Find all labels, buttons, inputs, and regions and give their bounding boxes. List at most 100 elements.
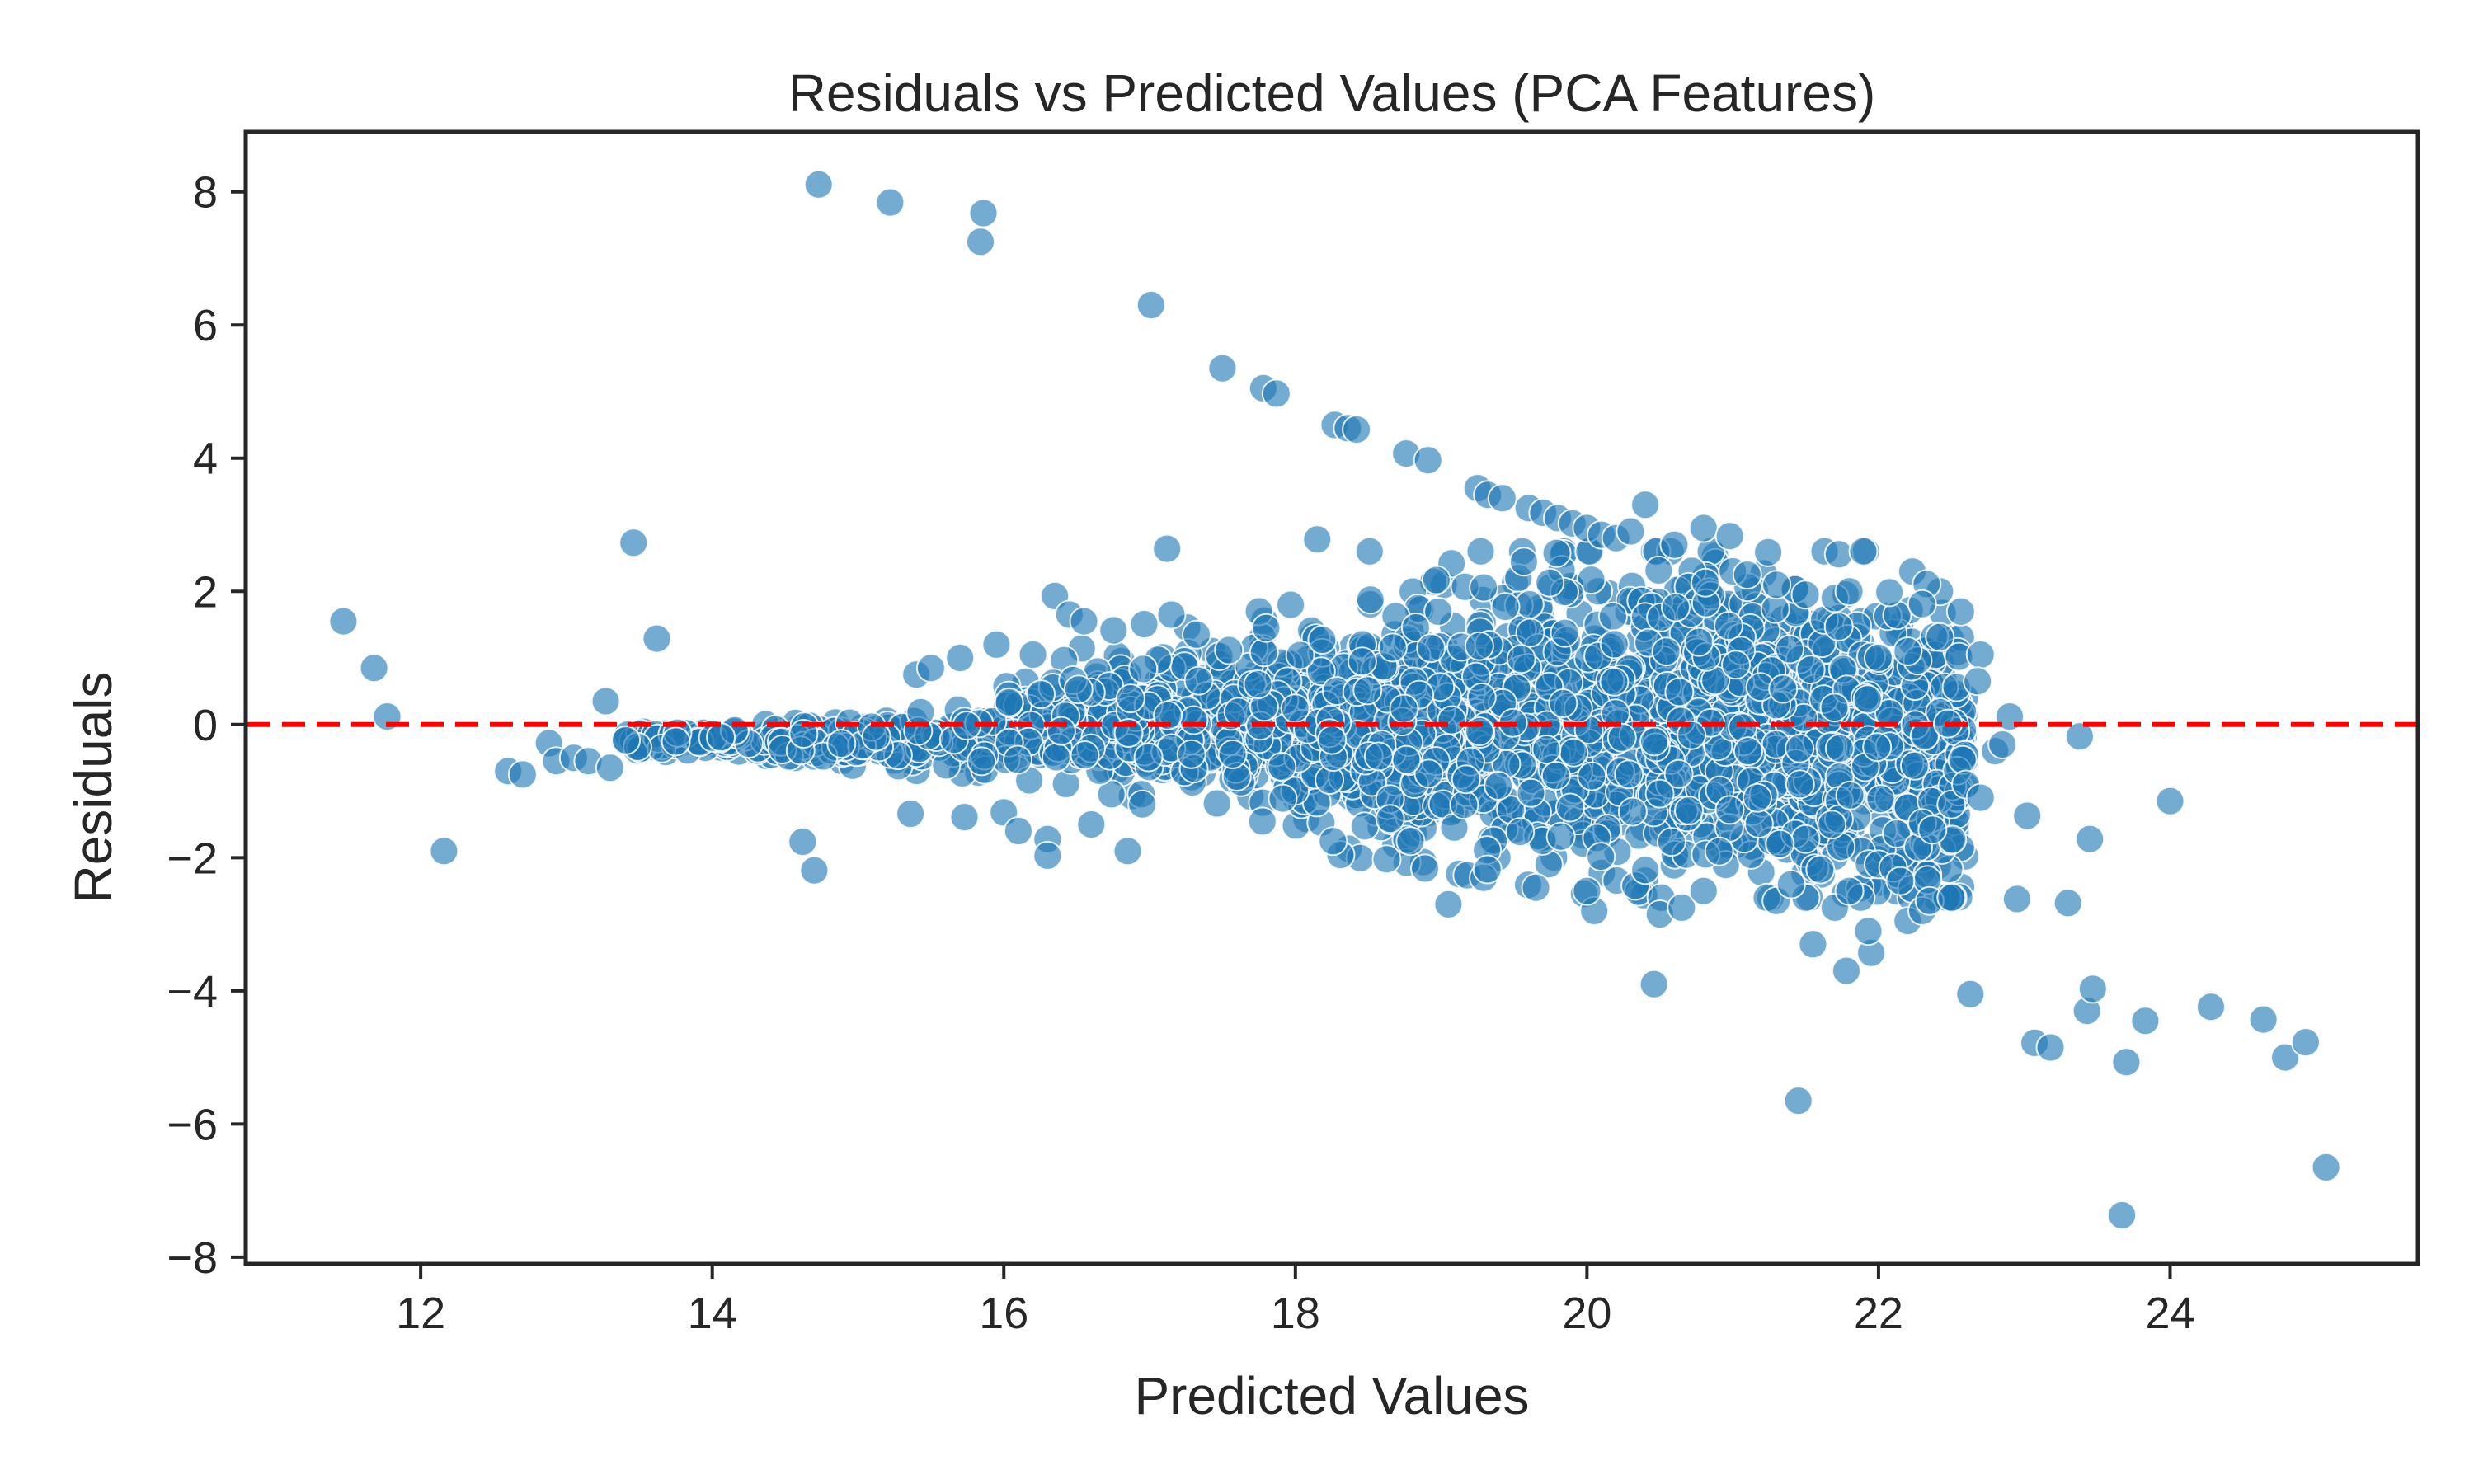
scatter-point — [1063, 674, 1094, 705]
scatter-point — [1714, 521, 1745, 552]
scatter-point — [359, 653, 389, 683]
scatter-point — [1305, 656, 1336, 687]
scatter-point — [1664, 677, 1695, 707]
scatter-point — [1824, 733, 1855, 763]
scatter-point — [1046, 716, 1076, 746]
scatter-point — [611, 725, 642, 755]
scatter-point — [1616, 516, 1646, 547]
scatter-point — [1899, 750, 1930, 781]
scatter-point — [1302, 524, 1333, 555]
scatter-point — [1433, 889, 1464, 919]
scatter-point — [1267, 752, 1297, 782]
scatter-point — [994, 687, 1024, 717]
scatter-point — [1465, 716, 1494, 746]
chart-title: Residuals vs Predicted Values (PCA Featu… — [788, 63, 1876, 123]
scatter-point — [1965, 640, 1996, 669]
scatter-point — [1853, 916, 1884, 946]
scatter-point — [1987, 730, 2018, 759]
scatter-point — [1677, 720, 1707, 750]
scatter-point — [1465, 536, 1496, 566]
y-tick-label: −8 — [167, 1233, 218, 1283]
scatter-point — [1597, 601, 1628, 632]
scatter-point — [1413, 445, 1443, 476]
y-tick-label: 2 — [193, 567, 218, 617]
scatter-point — [1276, 589, 1306, 620]
plot-area-frame — [243, 129, 2420, 1266]
scatter-point — [1115, 683, 1145, 714]
scatter-point — [2077, 974, 2108, 1004]
scatter-point — [1317, 725, 1348, 755]
scatter-point — [1531, 735, 1562, 764]
scatter-point — [2130, 1006, 2161, 1036]
y-tick-label: 6 — [193, 301, 218, 350]
scatter-point — [799, 855, 830, 885]
scatter-point — [1893, 636, 1923, 666]
scatter-point — [1490, 592, 1521, 622]
scatter-point — [1178, 705, 1209, 735]
scatter-point — [2107, 1200, 2138, 1230]
scatter-point — [967, 746, 997, 777]
scatter-point — [1521, 872, 1551, 903]
x-tick-label: 14 — [688, 1289, 737, 1338]
scatter-point — [2270, 1042, 2301, 1073]
scatter-point — [1136, 290, 1166, 320]
scatter-point — [1955, 979, 1986, 1009]
scatter-point — [1280, 693, 1310, 724]
scatter-point — [1617, 796, 1648, 827]
x-axis-ticks: 12 14 16 18 20 22 24 — [396, 1264, 2195, 1338]
scatter-point — [1572, 876, 1602, 906]
scatter-point — [1651, 636, 1681, 667]
x-tick-label: 18 — [1271, 1289, 1320, 1338]
scatter-point — [1437, 705, 1467, 735]
scatter-point — [1823, 539, 1854, 570]
scatter-point — [1659, 529, 1690, 560]
scatter-point — [1347, 646, 1377, 677]
scatter-point — [1464, 631, 1494, 661]
scatter-point — [1350, 811, 1380, 842]
scatter-point — [1907, 589, 1937, 619]
scatter-point — [1644, 778, 1675, 809]
scatter-point — [1484, 771, 1514, 801]
scatter-point — [1586, 842, 1616, 872]
scatter-point — [915, 653, 946, 683]
scatter-point — [2035, 1032, 2066, 1063]
scatter-point — [1577, 761, 1607, 791]
scatter-point — [1644, 555, 1674, 585]
y-tick-label: 4 — [193, 434, 218, 484]
scatter-point — [1576, 565, 1606, 595]
scatter-point — [1391, 744, 1422, 775]
scatter-point — [661, 726, 691, 757]
scatter-point — [1214, 635, 1244, 665]
x-tick-label: 12 — [396, 1289, 445, 1338]
scatter-point — [1721, 650, 1751, 680]
scatter-point — [1775, 634, 1805, 665]
scatter-point — [1684, 627, 1714, 657]
scatter-point — [1925, 622, 1955, 652]
scatter-point — [1545, 821, 1576, 852]
scatter-point — [1508, 547, 1539, 577]
scatter-point — [1743, 782, 1772, 813]
scatter-point — [1535, 567, 1565, 598]
scatter-point — [1753, 537, 1784, 567]
scatter-point — [1416, 633, 1446, 664]
x-tick-label: 22 — [1854, 1289, 1903, 1338]
scatter-point — [1743, 809, 1774, 839]
scatter-point — [1776, 869, 1806, 899]
scatter-point — [1688, 513, 1719, 543]
scatter-point — [1127, 789, 1158, 819]
x-tick-label: 24 — [2145, 1289, 2194, 1338]
scatter-point — [1421, 565, 1451, 595]
scatter-point — [1466, 682, 1497, 712]
scatter-point — [1817, 810, 1847, 840]
scatter-point — [1352, 675, 1383, 706]
scatter-point — [1247, 806, 1277, 837]
scatter-point — [1639, 726, 1670, 757]
scatter-point — [1041, 742, 1071, 773]
scatter-point — [1885, 866, 1916, 896]
scatter-point — [1156, 599, 1187, 630]
scatter-point — [1515, 618, 1545, 648]
scatter-point — [1307, 625, 1338, 655]
scatter-point — [2311, 1152, 2341, 1182]
scatter-point — [2155, 786, 2185, 816]
